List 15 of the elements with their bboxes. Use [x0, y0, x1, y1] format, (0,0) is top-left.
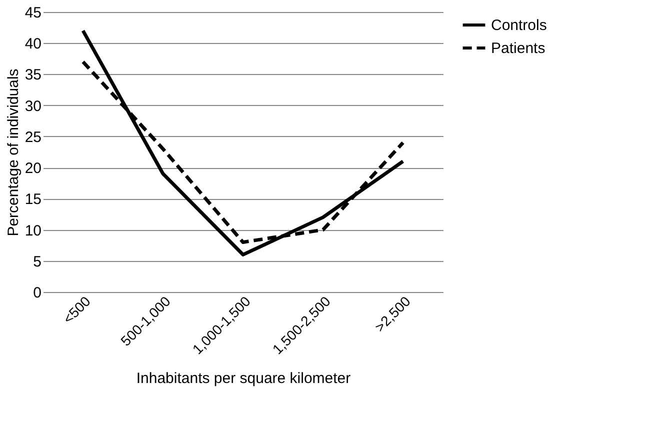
line-series: [81, 28, 405, 256]
y-tick-label: 35: [24, 66, 42, 84]
x-axis-title: Inhabitants per square kilometer: [136, 370, 351, 388]
legend-label: Controls: [491, 17, 547, 34]
y-tick-label: 0: [33, 284, 42, 302]
y-tick-label: 20: [24, 160, 42, 178]
y-tick-label: 5: [33, 253, 42, 270]
y-axis-title: Percentage of individuals: [4, 68, 22, 236]
y-tick-label: 15: [24, 191, 42, 208]
y-tick-label: 40: [24, 36, 42, 53]
y-tick-label: 25: [24, 128, 42, 146]
y-tick-label: 30: [24, 98, 42, 115]
y-tick-label: 10: [24, 222, 42, 240]
y-tick-label: 45: [24, 4, 42, 22]
legend-label: Patients: [491, 40, 546, 57]
